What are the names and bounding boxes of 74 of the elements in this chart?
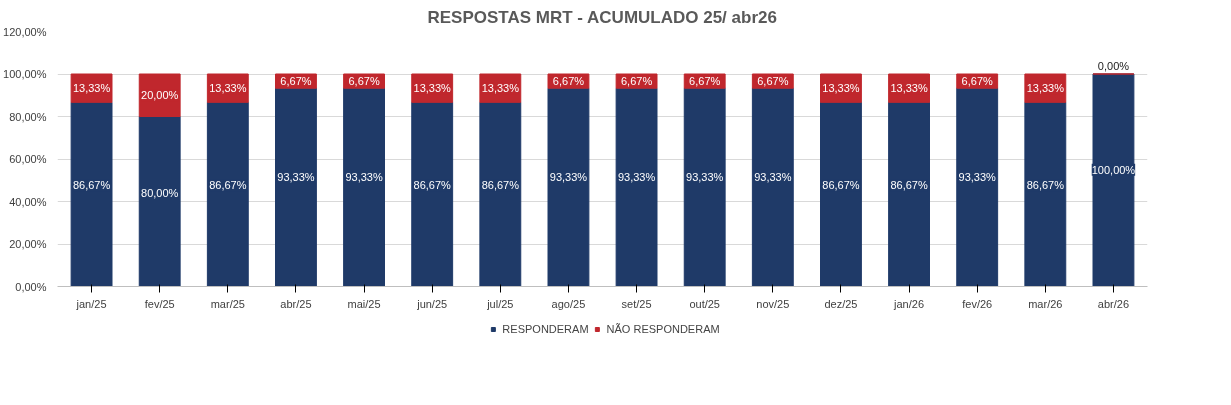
bar — [275, 87, 317, 287]
data-label: 6,67% — [961, 75, 993, 88]
x-tick-label: jun/25 — [416, 297, 448, 310]
bar — [820, 101, 862, 287]
x-tick-label: jan/26 — [893, 297, 925, 310]
legend-label: NÃO RESPONDERAM — [606, 323, 720, 335]
data-label: 93,33% — [277, 171, 315, 184]
data-label: 93,33% — [686, 171, 724, 184]
data-label: 86,67% — [72, 179, 111, 192]
data-label: 6,67% — [280, 75, 312, 88]
bar — [479, 101, 522, 287]
data-label: 86,67% — [890, 179, 928, 192]
y-tick-label: 120,00% — [3, 25, 47, 38]
data-label: 86,67% — [413, 179, 452, 192]
y-tick-label: 0,00% — [15, 280, 47, 293]
y-tick-label: 40,00% — [9, 195, 47, 208]
data-label: 86,67% — [481, 179, 520, 192]
x-tick-label: dez/25 — [824, 297, 858, 310]
y-tick-label: 20,00% — [9, 238, 47, 250]
bar — [411, 101, 454, 287]
bar — [547, 87, 590, 287]
data-label: 93,33% — [617, 171, 656, 184]
data-label: 93,33% — [754, 171, 792, 184]
x-tick-label: mai/25 — [347, 297, 381, 310]
bar — [751, 87, 794, 287]
data-label: 20,00% — [141, 89, 179, 102]
bar — [615, 87, 658, 287]
data-label: 86,67% — [1026, 179, 1065, 192]
x-tick-label: fev/26 — [962, 297, 993, 310]
data-label: 13,33% — [1026, 82, 1065, 95]
bar — [888, 101, 930, 287]
data-label: 80,00% — [141, 187, 179, 199]
bar — [206, 101, 249, 287]
data-label: 6,67% — [620, 75, 653, 88]
y-tick-label: 60,00% — [9, 153, 47, 165]
x-tick-label: nov/25 — [756, 297, 790, 310]
data-label: 6,67% — [689, 75, 721, 88]
bar — [956, 87, 999, 287]
x-tick-label: out/25 — [689, 297, 720, 310]
y-tick-label: 80,00% — [9, 110, 47, 123]
data-label: 13,33% — [890, 82, 928, 95]
x-tick-label: set/25 — [621, 297, 652, 310]
x-tick-label: mar/25 — [210, 297, 245, 310]
data-label: 93,33% — [549, 171, 588, 184]
data-label: 100,00% — [1091, 163, 1136, 176]
data-label: 13,33% — [413, 82, 452, 95]
data-label: 13,33% — [72, 82, 111, 95]
data-label: 86,67% — [209, 179, 247, 192]
legend-label: RESPONDERAM — [502, 323, 589, 335]
data-label: 13,33% — [481, 82, 520, 95]
data-label: 93,33% — [958, 171, 997, 184]
data-label: 6,67% — [552, 75, 585, 88]
y-tick-label: 100,00% — [3, 68, 47, 80]
bar — [683, 87, 726, 287]
x-tick-label: fev/25 — [144, 297, 175, 310]
data-label: 6,67% — [348, 75, 380, 88]
x-tick-label: ago/25 — [551, 297, 586, 310]
x-tick-label: jul/25 — [486, 297, 514, 310]
x-tick-label: jan/25 — [75, 297, 107, 310]
x-tick-label: mar/26 — [1028, 297, 1063, 310]
chart-title: RESPOSTAS MRT - ACUMULADO 25/ abr26 — [427, 7, 777, 27]
data-label: 86,67% — [822, 179, 860, 192]
data-label: 13,33% — [209, 82, 247, 95]
x-tick-label: abr/26 — [1097, 297, 1130, 310]
bar — [1092, 73, 1135, 287]
bar — [1024, 101, 1067, 287]
bar — [70, 101, 113, 287]
data-label: 0,00% — [1097, 60, 1130, 72]
bar — [343, 87, 385, 287]
x-tick-label: abr/25 — [280, 297, 312, 310]
bar — [138, 116, 181, 287]
data-label: 13,33% — [822, 82, 860, 95]
data-label: 93,33% — [345, 171, 383, 184]
data-label: 6,67% — [757, 75, 789, 88]
